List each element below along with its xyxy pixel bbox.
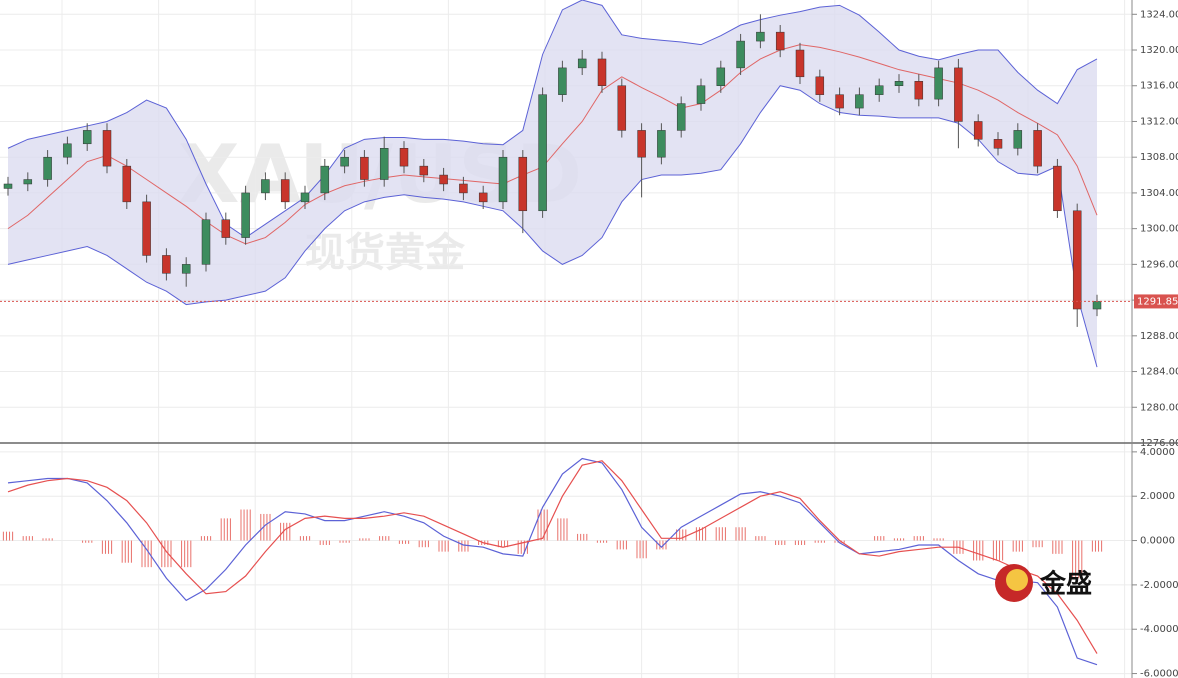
- band-fill: [8, 0, 1097, 368]
- y-tick-label: 2.0000: [1140, 491, 1175, 502]
- candle-body: [756, 31, 765, 42]
- candle-body: [82, 130, 92, 145]
- candle-body: [676, 103, 686, 131]
- candle-body: [102, 130, 112, 167]
- candle-body: [855, 94, 864, 109]
- candle-body: [597, 58, 607, 86]
- candle-body: [439, 174, 448, 185]
- candle-body: [1092, 301, 1102, 310]
- candle-body: [459, 183, 468, 194]
- watermark-name: 现货黄金: [305, 230, 466, 276]
- y-tick-label: -2.0000: [1140, 580, 1178, 591]
- y-tick-label: 1296.00: [1140, 259, 1178, 270]
- candle-body: [399, 148, 409, 167]
- candle-body: [815, 76, 825, 95]
- y-tick-label: 1300.00: [1140, 224, 1178, 235]
- candle-body: [736, 40, 745, 69]
- candle-body: [23, 179, 33, 185]
- candle-body: [518, 156, 528, 212]
- candle-body: [478, 192, 488, 203]
- candle-body: [993, 139, 1003, 149]
- logo: 金盛: [995, 564, 1092, 602]
- y-tick-label: 1324.00: [1140, 9, 1178, 20]
- logo-icon-inner: [1006, 569, 1028, 591]
- overlay-line: [7, 85, 1098, 368]
- candle-body: [617, 85, 627, 131]
- candle-body: [261, 179, 270, 194]
- y-tick-label: 1288.00: [1140, 331, 1178, 342]
- candle-body: [419, 165, 429, 176]
- candle-body: [280, 179, 290, 203]
- candle-body: [43, 156, 52, 180]
- candle-body: [162, 255, 171, 274]
- candle-body: [558, 67, 567, 95]
- candle-body: [1072, 210, 1082, 310]
- y-tick-label: 1308.00: [1140, 152, 1178, 163]
- candle-body: [894, 81, 904, 86]
- candle-body: [835, 94, 844, 109]
- candle-body: [637, 130, 646, 158]
- candle-body: [300, 192, 310, 203]
- candle-body: [340, 156, 349, 167]
- candle-body: [221, 219, 231, 238]
- y-tick-label: 4.0000: [1140, 447, 1175, 458]
- y-tick-label: 0.0000: [1140, 536, 1175, 547]
- y-tick-label: 1304.00: [1140, 188, 1178, 199]
- candle-body: [934, 67, 943, 100]
- overlay-line: [7, 0, 1098, 239]
- candle-body: [201, 219, 211, 265]
- candle-body: [696, 85, 706, 104]
- candle-body: [914, 81, 924, 100]
- y-tick-label: -6.0000: [1140, 669, 1178, 678]
- candle-body: [320, 165, 330, 194]
- candle-body: [577, 58, 587, 69]
- y-tick-label: 1280.00: [1140, 402, 1178, 413]
- candle-body: [498, 156, 508, 203]
- candle-body: [1013, 130, 1023, 149]
- y-tick-label: 1284.00: [1140, 367, 1178, 378]
- candle-body: [716, 67, 726, 86]
- candle-body: [538, 94, 547, 212]
- y-tick-label: 1312.00: [1140, 116, 1178, 127]
- macd-line: [7, 457, 1098, 666]
- overlay-line: [7, 44, 1098, 245]
- y-tick-label: 1316.00: [1140, 81, 1178, 92]
- candle-body: [360, 156, 369, 180]
- candle-body: [973, 121, 983, 140]
- candle-body: [122, 165, 132, 203]
- macd-line: [7, 460, 1098, 654]
- candle-body: [63, 143, 72, 158]
- candle-body: [3, 183, 13, 189]
- candle-body: [795, 49, 805, 78]
- y-tick-label: -4.0000: [1140, 624, 1178, 635]
- candle-body: [1033, 130, 1042, 167]
- candle-body: [1053, 165, 1062, 212]
- y-tick-label: 1320.00: [1140, 45, 1178, 56]
- candle-body: [142, 201, 151, 256]
- candle-body: [657, 130, 666, 158]
- candle-body: [775, 31, 785, 51]
- last-price-box: [1134, 294, 1178, 309]
- candle-body: [874, 85, 884, 95]
- candle-body: [954, 67, 963, 122]
- logo-text: 金盛: [1039, 569, 1092, 600]
- candle-body: [241, 192, 250, 238]
- last-price-label: 1291.85: [1137, 296, 1178, 307]
- candle-body: [181, 264, 191, 274]
- candle-body: [379, 148, 389, 180]
